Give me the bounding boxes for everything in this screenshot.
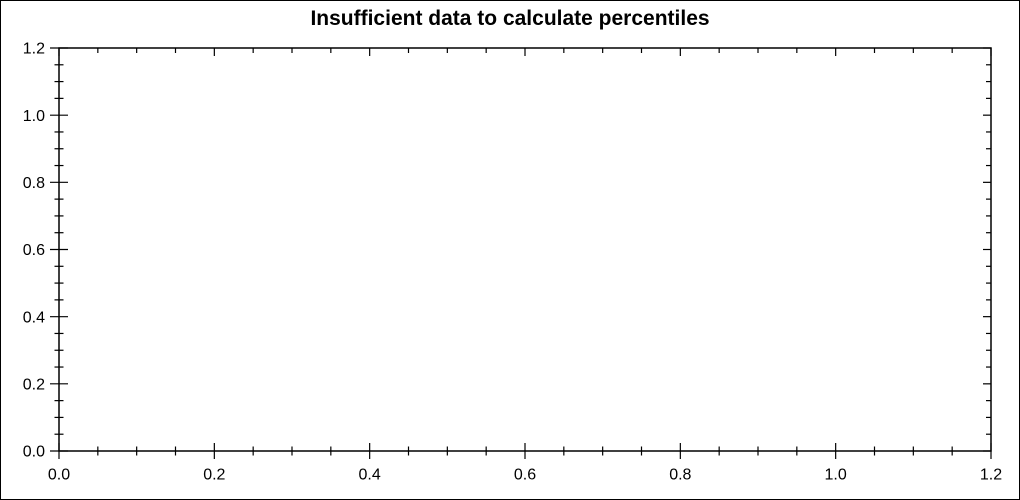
y-tick-label: 1.2 xyxy=(23,41,45,58)
x-tick-label: 0.8 xyxy=(669,467,691,484)
x-tick-label: 0.2 xyxy=(203,467,225,484)
plot-frame xyxy=(58,47,992,452)
x-tick-label: 0.4 xyxy=(359,467,381,484)
y-tick-label: 0.2 xyxy=(23,377,45,394)
y-tick-label: 0.4 xyxy=(23,309,45,326)
x-tick-label: 1.2 xyxy=(980,467,1002,484)
y-tick-label: 0.0 xyxy=(23,444,45,461)
y-tick-label: 0.8 xyxy=(23,175,45,192)
x-tick-label: 0.0 xyxy=(48,467,70,484)
x-tick-label: 1.0 xyxy=(825,467,847,484)
y-tick-label: 0.6 xyxy=(23,242,45,259)
y-tick-label: 1.0 xyxy=(23,108,45,125)
chart-title: Insufficient data to calculate percentil… xyxy=(310,7,710,30)
x-tick-label: 0.6 xyxy=(514,467,536,484)
